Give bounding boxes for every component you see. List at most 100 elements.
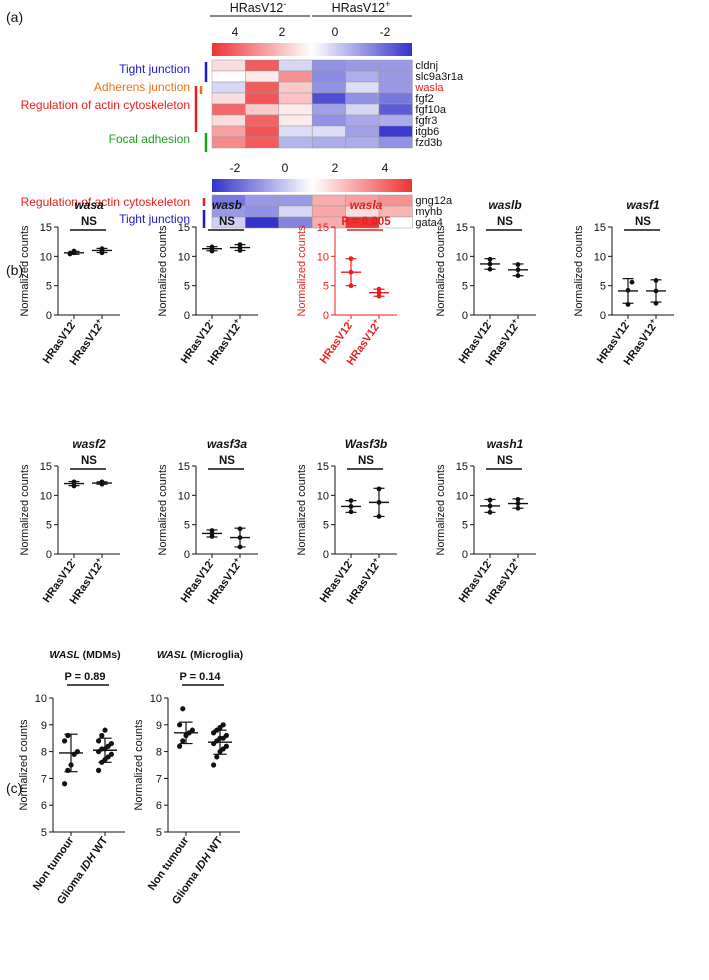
data-point (177, 722, 183, 728)
data-point (515, 505, 521, 511)
heatmap-cell (245, 114, 280, 127)
y-tick-label: 15 (317, 461, 329, 473)
x-tick-sup: - (66, 316, 75, 324)
y-tick-label: 5 (41, 827, 47, 839)
data-point (376, 499, 382, 505)
heatmap-cell (378, 70, 413, 83)
category-label: Adherens junction (94, 80, 190, 94)
category-label: Tight junction (119, 212, 190, 226)
scale-mid-tick-label: 2 (332, 161, 339, 175)
data-point (223, 732, 229, 739)
heatmap-cell (311, 103, 346, 116)
data-point (189, 727, 195, 733)
chart-title-gene: wasf2 (72, 437, 106, 451)
data-point (487, 266, 493, 272)
chart-title-gene: WASL (49, 649, 79, 661)
scale-mid-tick-label: 4 (382, 161, 389, 175)
heatmap-cell (278, 205, 313, 218)
y-tick-label: 10 (594, 251, 606, 263)
category-label: Regulation of actin cytoskeleton (21, 98, 190, 112)
heatmap-cell (378, 103, 413, 116)
data-point (209, 244, 215, 250)
gene-label: wasla (414, 82, 444, 94)
data-point (515, 262, 521, 267)
heatmap-top: cldnjslc9a3r1awaslafgf2fgf10afgfr3itgb6f… (21, 59, 464, 152)
y-tick-label: 10 (35, 693, 47, 705)
x-tick-sup: + (509, 555, 519, 564)
heatmap-cell (211, 125, 246, 138)
scatter-panel: 5 6 7 8 9 10 Normalized counts WASL (MDMs) P = 0… (18, 649, 125, 907)
chart-title-gene: WASL (157, 649, 187, 661)
scale-mid-tick-label: 0 (282, 161, 289, 175)
scale-top-tick-label: 2 (279, 25, 286, 39)
y-tick-label: 5 (184, 281, 190, 293)
data-point (99, 246, 105, 252)
gene-label: gata4 (415, 217, 443, 229)
y-tick-label: 10 (178, 251, 190, 263)
heatmap-cell (278, 70, 313, 83)
heatmap-cell (345, 136, 380, 149)
y-axis-label: Normalized counts (19, 464, 31, 556)
y-tick-label: 9 (156, 720, 162, 732)
y-tick-label: 10 (40, 251, 52, 263)
y-tick-label: 0 (184, 549, 190, 561)
data-point (629, 279, 635, 285)
y-tick-label: 9 (41, 720, 47, 732)
data-point (65, 767, 71, 773)
chart-title: wasf1 (626, 198, 660, 212)
panel-label-c: (c) (6, 780, 22, 796)
data-point (376, 290, 382, 296)
data-point (99, 479, 105, 485)
data-point (237, 544, 243, 550)
data-point (74, 749, 80, 755)
scale-top-bar (212, 43, 412, 56)
chart-title-gene: wasf1 (626, 198, 660, 212)
y-tick-label: 15 (594, 222, 606, 234)
heatmap-cell (278, 125, 313, 138)
gene-label: gng12a (415, 195, 453, 207)
data-point (487, 509, 493, 515)
data-point (376, 286, 382, 292)
y-tick-label: 5 (462, 520, 468, 532)
panel-label-a: (a) (6, 9, 23, 25)
heatmap-cell (378, 125, 413, 138)
data-point (108, 740, 114, 747)
heatmap-cell (345, 81, 380, 94)
y-tick-label: 0 (462, 310, 468, 322)
data-point (237, 242, 243, 248)
heatmap-cell (311, 136, 346, 149)
y-tick-label: 15 (40, 461, 52, 473)
scale-mid-tick-label: -2 (230, 161, 241, 175)
data-point (376, 486, 382, 492)
heatmap-cell (245, 92, 280, 105)
chart-title-suffix: (Microglia) (187, 649, 243, 661)
x-tick-part: WT (204, 835, 226, 859)
significance-label: P = 0.14 (179, 671, 221, 683)
data-point (177, 743, 183, 749)
chart-title: wasb (212, 198, 242, 212)
data-point (237, 526, 243, 532)
heatmap-cell (245, 205, 280, 218)
y-axis-label: Normalized counts (435, 225, 447, 317)
data-point (348, 269, 354, 275)
data-point (96, 738, 102, 744)
x-tick-sup: + (93, 555, 103, 564)
heatmap-cell (211, 136, 246, 149)
y-axis-label: Normalized counts (157, 225, 169, 317)
y-axis-label: Normalized counts (18, 719, 30, 811)
y-tick-label: 0 (323, 549, 329, 561)
y-tick-label: 5 (46, 520, 52, 532)
heatmap-cell (278, 59, 313, 72)
y-tick-label: 7 (156, 773, 162, 785)
data-point (237, 535, 243, 540)
heatmap-cell (245, 103, 280, 116)
significance-label: NS (219, 455, 235, 467)
heatmap-cell (245, 216, 280, 229)
scale-top-tick-label: -2 (380, 25, 391, 39)
x-tick-sup: - (620, 316, 629, 324)
